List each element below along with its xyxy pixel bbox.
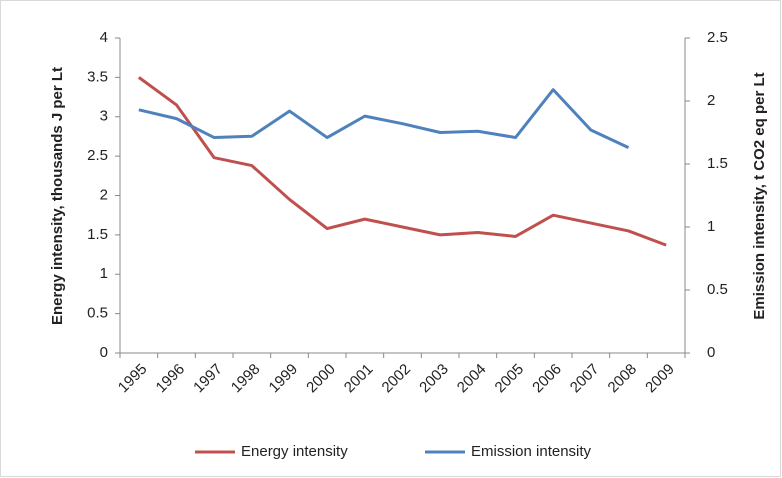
y-tick-label: 3 — [100, 108, 108, 125]
y-tick-label: 4 — [100, 29, 108, 46]
series-line — [137, 76, 667, 247]
y2-tick-label: 0 — [707, 344, 715, 361]
y-tick-label: 1.5 — [87, 226, 108, 243]
y2-tick-label: 1 — [707, 218, 715, 235]
y-axis-title: Energy intensity, thousands J per Lt — [49, 67, 66, 325]
legend-label: Emission intensity — [471, 443, 592, 460]
y2-tick-label: 2.5 — [707, 29, 728, 46]
y-tick-label: 3.5 — [87, 68, 108, 85]
y2-axis-title: Emission intensity, t CO2 eq per Lt — [751, 72, 768, 319]
y-tick-label: 2 — [100, 186, 108, 203]
y2-tick-label: 1.5 — [707, 155, 728, 172]
series-line — [138, 88, 630, 149]
y-tick-label: 0.5 — [87, 305, 108, 322]
y-tick-label: 0 — [100, 344, 108, 361]
legend-label: Energy intensity — [241, 443, 348, 460]
y2-tick-label: 0.5 — [707, 281, 728, 298]
y2-tick-label: 2 — [707, 92, 715, 109]
y-tick-label: 1 — [100, 265, 108, 282]
y-tick-label: 2.5 — [87, 147, 108, 164]
